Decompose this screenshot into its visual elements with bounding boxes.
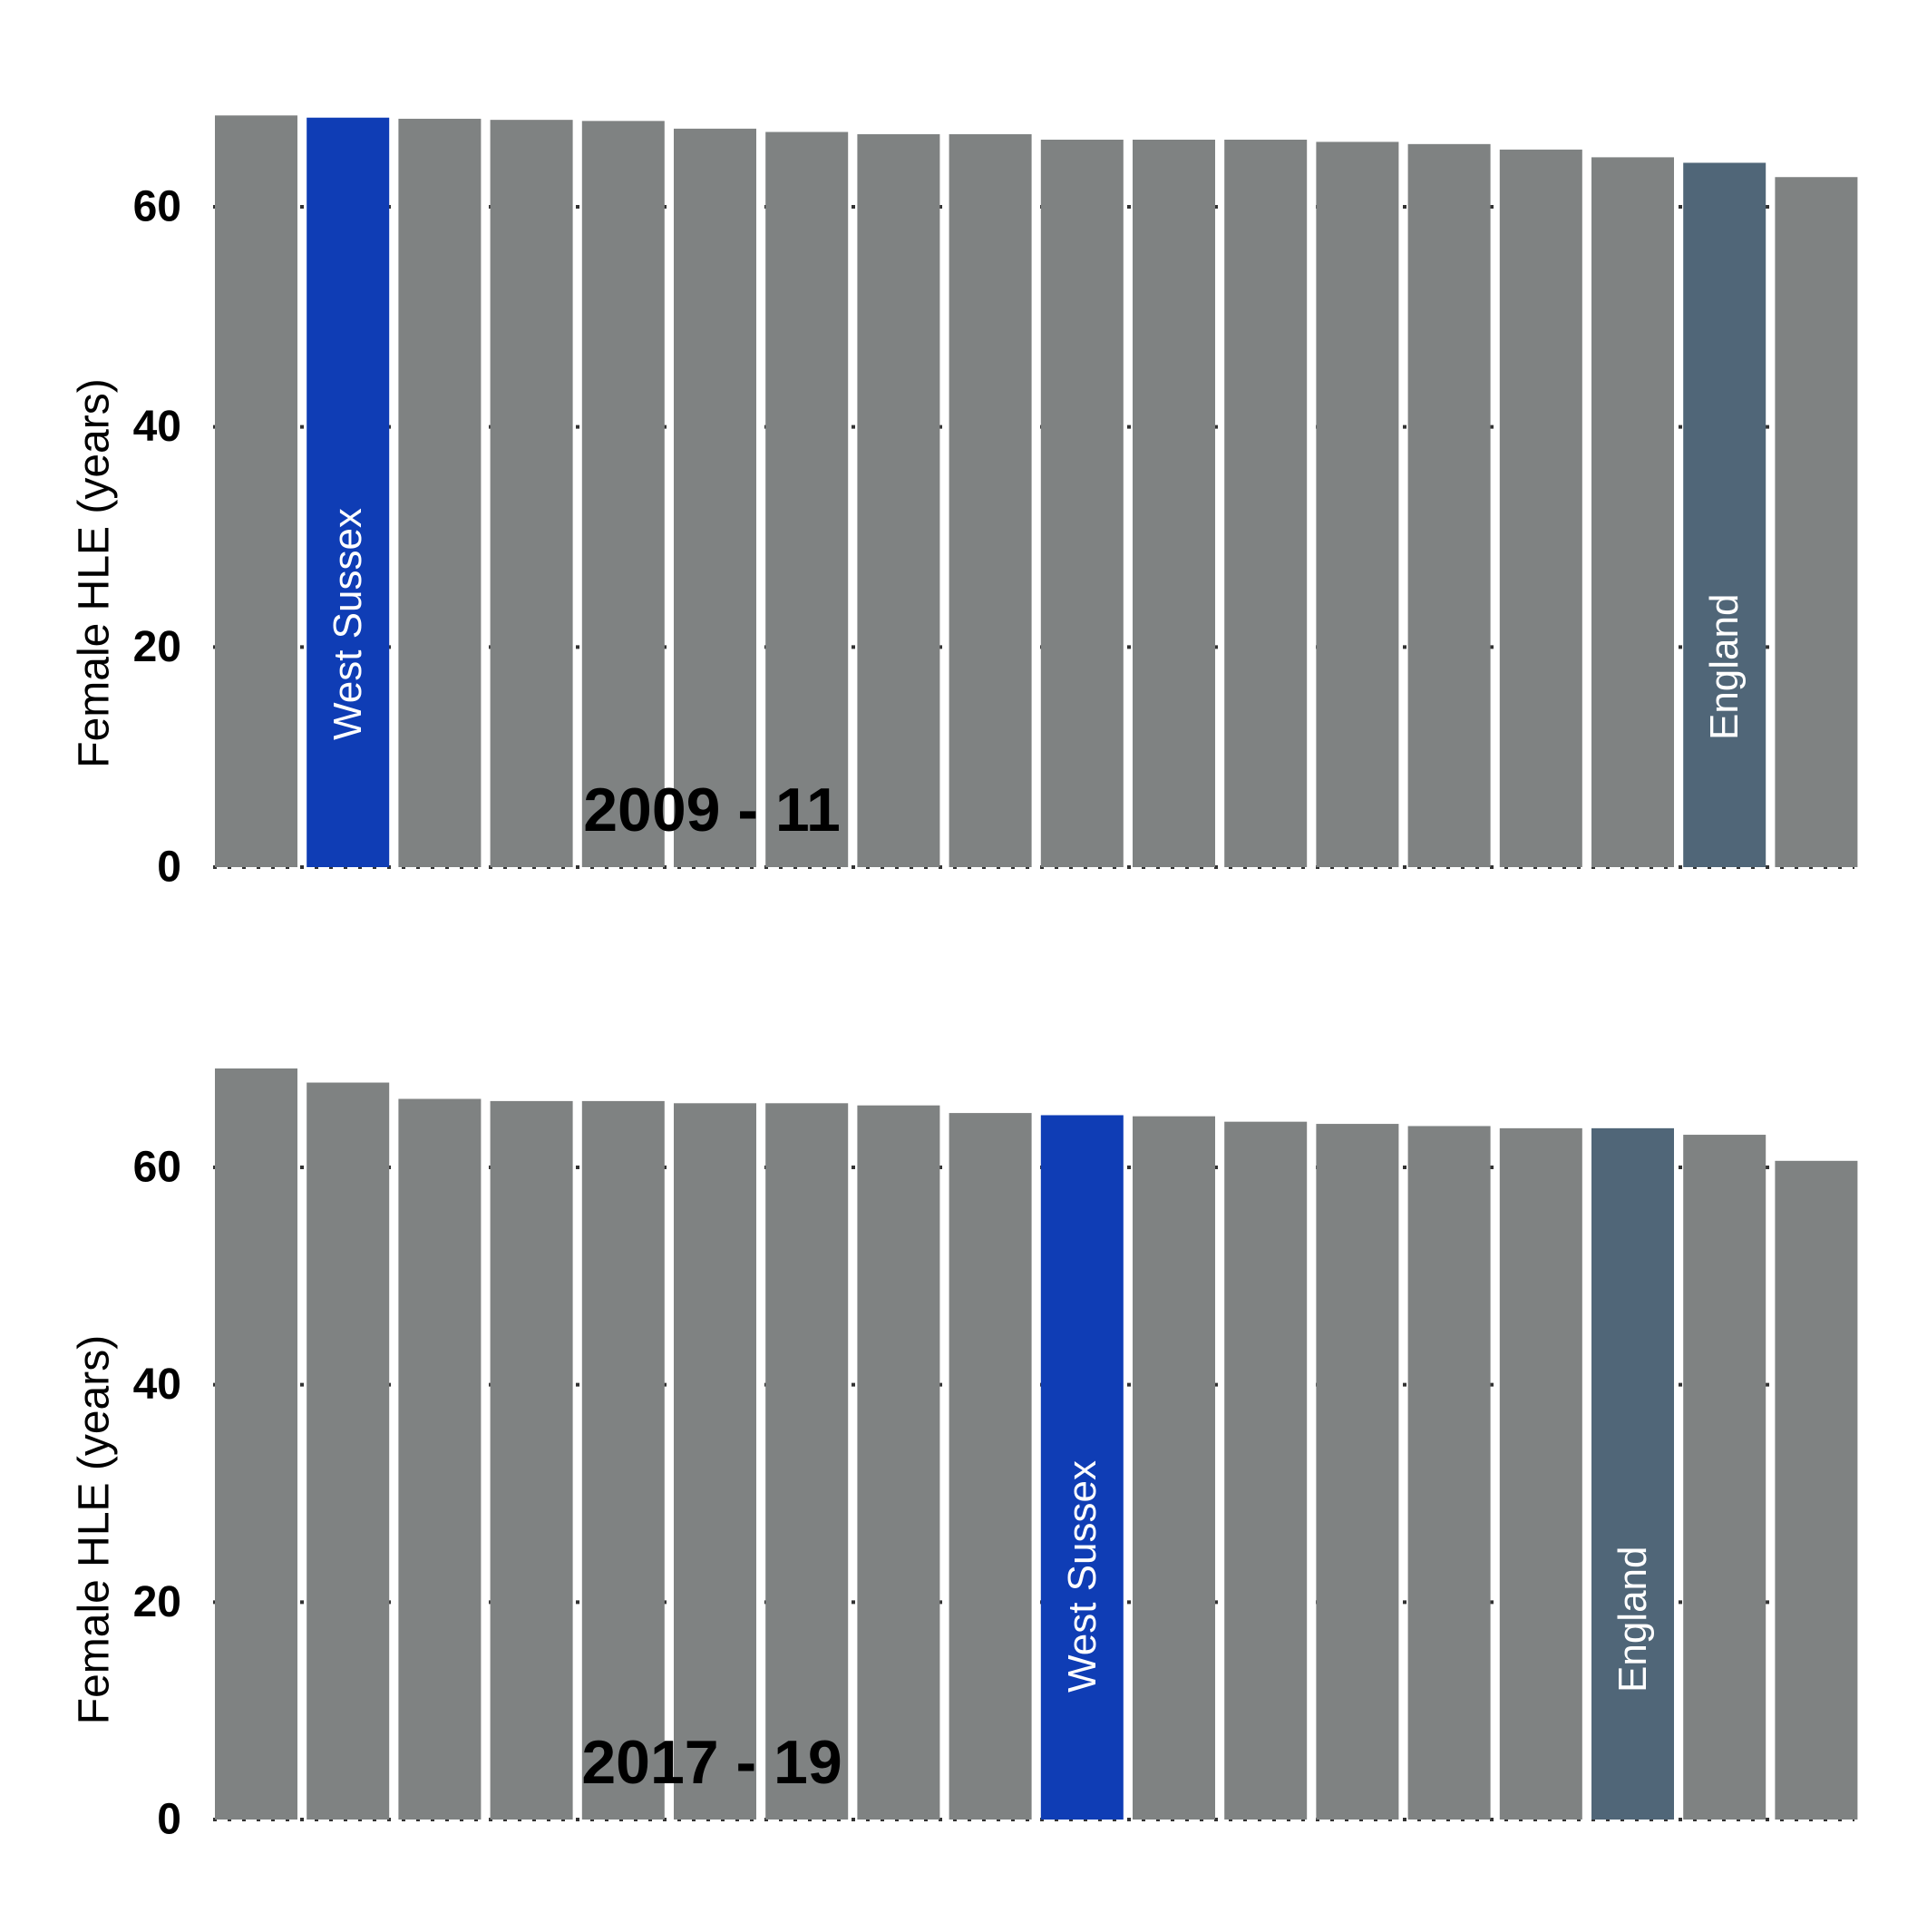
bar — [1133, 139, 1215, 867]
bar — [1316, 1124, 1399, 1820]
bar — [215, 115, 297, 867]
bar — [398, 1098, 482, 1820]
bar — [1407, 143, 1491, 868]
bar — [1040, 1115, 1124, 1820]
bar — [765, 132, 849, 867]
bar — [674, 128, 756, 867]
bar — [1316, 141, 1399, 867]
bar — [581, 1100, 665, 1820]
bar — [1683, 1135, 1766, 1820]
bar — [490, 120, 573, 867]
y-axis-label: Female HLE (years) — [71, 1335, 119, 1724]
bar — [307, 117, 390, 868]
bar — [490, 1100, 573, 1820]
bar — [674, 1103, 756, 1820]
period-label: 2017 - 19 — [581, 1728, 842, 1797]
bar — [1133, 1116, 1215, 1820]
y-tick-label: 20 — [133, 1578, 181, 1626]
bar-label: England — [1702, 594, 1747, 740]
y-tick-label: 40 — [133, 1361, 181, 1409]
bar — [1499, 1127, 1582, 1820]
bar — [1224, 1121, 1308, 1820]
bar-label: West Sussex — [1060, 1460, 1105, 1693]
y-tick-label: 40 — [133, 403, 181, 451]
bar-label: West Sussex — [326, 508, 370, 740]
y-axis-label: Female HLE (years) — [71, 378, 119, 767]
bar — [1040, 139, 1124, 867]
bar — [215, 1068, 297, 1820]
bar — [398, 118, 482, 867]
bar — [1683, 162, 1766, 867]
y-tick-label: 0 — [157, 1796, 181, 1844]
y-tick-label: 60 — [133, 1144, 181, 1192]
bar — [1591, 157, 1674, 867]
bar — [949, 1113, 1032, 1820]
period-label: 2009 - 11 — [583, 776, 841, 844]
y-tick-label: 20 — [133, 623, 181, 671]
bar — [857, 1105, 940, 1820]
bar — [307, 1082, 390, 1820]
bar — [1499, 149, 1582, 867]
chart-panel-1: West Sussex England 0 20 40 60 Female HLE (yea… — [71, 115, 1858, 892]
chart-panel-2: West Sussex England 0 20 40 60 Female HLE (yea… — [71, 1068, 1858, 1844]
bar — [949, 133, 1032, 868]
bar — [1591, 1127, 1674, 1820]
bar — [1775, 1160, 1858, 1820]
bar — [765, 1103, 849, 1820]
bar — [1775, 177, 1858, 868]
y-tick-label: 60 — [133, 183, 181, 231]
bar — [857, 133, 940, 868]
bar-label: England — [1611, 1547, 1655, 1693]
bar — [581, 121, 665, 868]
y-tick-label: 0 — [157, 844, 181, 892]
bar — [1224, 139, 1308, 867]
bar — [1407, 1126, 1491, 1820]
